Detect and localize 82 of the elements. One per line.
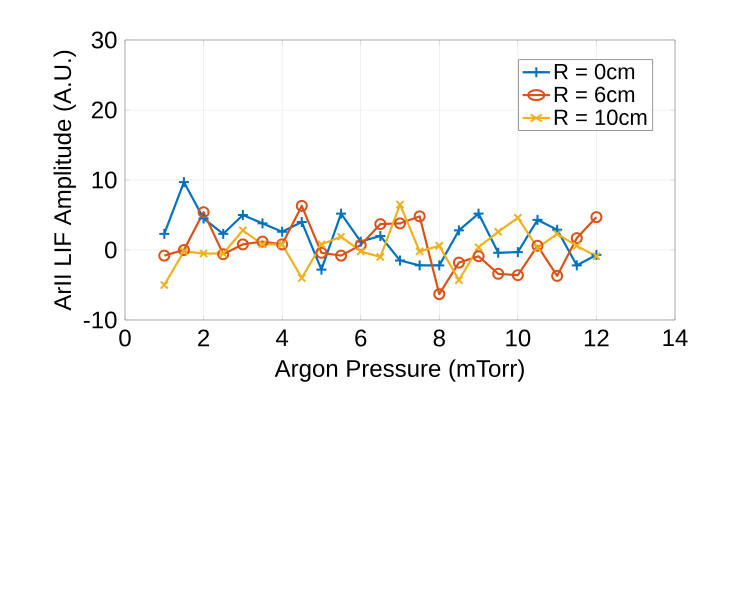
point [414,259,426,272]
point [592,252,601,261]
point [336,232,346,242]
y-tick-label: 20 [92,102,117,118]
point [236,238,249,250]
point [158,250,170,262]
point [414,210,426,222]
point [512,246,524,258]
point [532,240,544,252]
point [452,256,465,269]
point [354,236,367,248]
point [513,213,522,222]
legend-label: R = 6cm [554,86,634,102]
y-tick-label: 10 [92,172,117,188]
y-tick-label: 0 [105,242,117,258]
point [354,239,367,252]
point [276,226,288,238]
x-tick-label: 12 [584,330,609,346]
point [178,244,190,256]
point [198,212,210,224]
point [296,200,308,212]
x-tick-label: 10 [506,330,530,347]
point [316,240,326,249]
y-axis-title: ArII LIF Amplitude (A.U.) [54,50,76,311]
point [198,206,210,218]
point [256,217,269,230]
point [374,218,386,230]
point [356,246,366,256]
point [572,241,582,250]
point [552,229,562,238]
y-tick-label: 30 [92,32,117,48]
point [335,208,348,220]
legend-label: R = 10cm [554,110,646,126]
x-tick-label: 2 [198,330,210,346]
x-tick-label: 14 [663,330,688,346]
point [434,241,444,250]
point [551,270,564,282]
point [217,228,230,240]
point [570,232,583,244]
point [472,250,485,262]
point [494,227,503,236]
point [315,264,328,276]
point [374,230,386,242]
point [258,240,268,249]
point [296,216,308,228]
point [433,259,446,272]
point [160,280,169,290]
x-tick-label: 4 [276,330,288,346]
point [335,250,348,262]
point [179,246,188,256]
point [492,268,504,280]
y-tick-label: -10 [84,312,117,328]
point [590,248,602,261]
point [492,246,504,259]
point [454,276,464,285]
point [297,273,306,283]
point [472,208,485,220]
point [199,248,208,258]
point [452,224,465,236]
point [395,200,405,210]
point [590,211,602,224]
point [158,228,170,240]
point [178,176,190,188]
point [512,269,524,282]
x-tick-label: 0 [119,330,131,347]
point [238,226,248,235]
point [433,288,446,300]
point [570,259,583,272]
point [376,252,385,262]
point [532,243,542,252]
point [474,242,484,252]
point [394,254,406,266]
x-axis-title: Argon Pressure (mTorr) [274,359,524,382]
point [532,214,544,226]
x-tick-label: 6 [355,330,366,347]
point [315,246,328,259]
point [394,217,406,230]
x-tick-label: 8 [434,330,445,347]
point [415,246,424,256]
point [256,236,269,248]
point [236,208,249,221]
legend-label: R = 0cm [554,64,634,80]
